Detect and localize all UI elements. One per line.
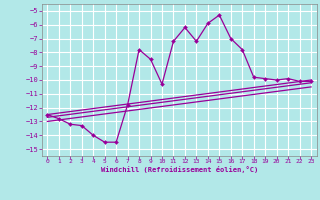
X-axis label: Windchill (Refroidissement éolien,°C): Windchill (Refroidissement éolien,°C) xyxy=(100,166,258,173)
